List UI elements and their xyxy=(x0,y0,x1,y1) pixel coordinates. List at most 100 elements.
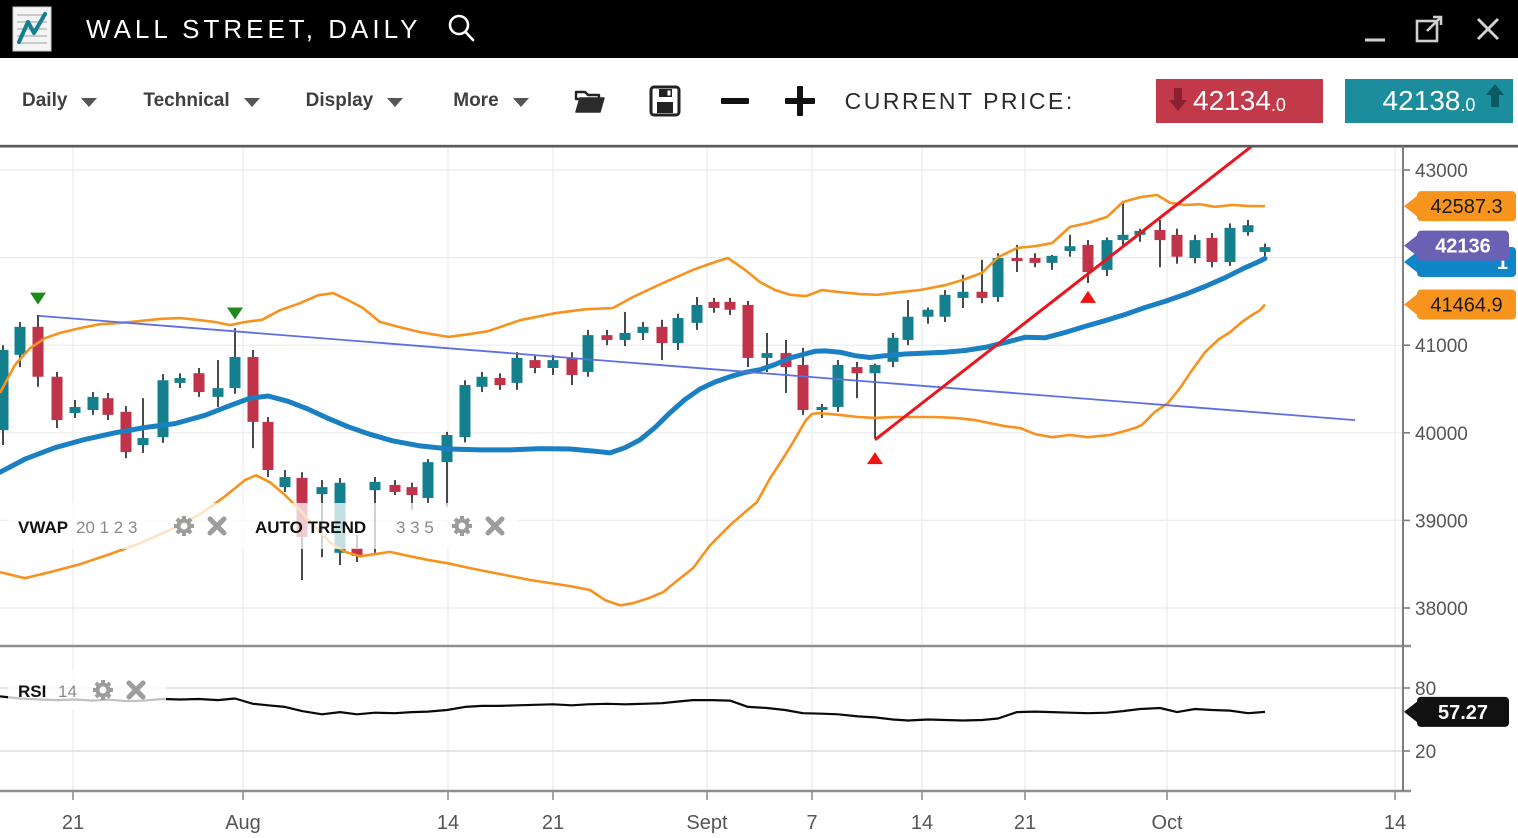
candle xyxy=(406,487,418,495)
rsi-tick-label: 20 xyxy=(1415,742,1436,763)
vwap-label: VWAP xyxy=(18,518,68,537)
svg-text:42136: 42136 xyxy=(1435,236,1491,258)
chevron-down-icon xyxy=(387,98,404,107)
price-tick-label: 43000 xyxy=(1415,161,1468,182)
candle xyxy=(1011,258,1023,262)
chart-area[interactable]: VWAP 20 1 2 3 AUTO TREND 3 3 5 RSI 14 43000 410… xyxy=(0,144,1518,838)
candle xyxy=(247,357,259,422)
zoom-in-button[interactable] xyxy=(784,86,815,116)
timeframe-menu[interactable]: Daily xyxy=(22,90,98,112)
candle xyxy=(939,294,951,317)
chevron-down-icon xyxy=(243,98,260,107)
close-icon[interactable] xyxy=(1472,13,1504,45)
candle xyxy=(672,318,684,344)
minus-icon xyxy=(720,98,749,104)
candle xyxy=(1064,246,1076,252)
search-icon[interactable] xyxy=(445,12,479,46)
rsi-label: RSI xyxy=(18,682,46,701)
candle xyxy=(742,304,754,358)
buy-price-value: 42138 xyxy=(1382,85,1461,116)
price-tick-label: 40000 xyxy=(1415,424,1468,445)
auto-trend-settings-gear-icon[interactable] xyxy=(452,516,472,536)
open-folder-icon xyxy=(574,90,605,113)
price-tick-label: 41000 xyxy=(1415,336,1468,357)
candle xyxy=(212,388,224,397)
candle xyxy=(279,477,291,488)
upper-band-tag: 42587.3 xyxy=(1404,191,1516,222)
price-chart[interactable]: VWAP 20 1 2 3 AUTO TREND 3 3 5 RSI 14 43000 410… xyxy=(0,144,1518,838)
rsi-remove-icon[interactable] xyxy=(126,680,146,700)
rsi-value-tag: 57.27 xyxy=(1404,696,1509,727)
candle xyxy=(656,326,668,344)
minimize-icon[interactable] xyxy=(1362,12,1388,46)
candle xyxy=(422,462,434,499)
technical-menu[interactable]: Technical xyxy=(143,90,260,112)
candle xyxy=(102,398,114,415)
descending-trendline[interactable] xyxy=(38,314,1356,421)
candle xyxy=(1046,255,1058,263)
candle xyxy=(976,291,988,298)
rsi-settings-gear-icon[interactable] xyxy=(93,680,113,700)
ascending-trendline[interactable] xyxy=(874,145,1260,441)
date-tick-label: 21 xyxy=(1014,812,1036,834)
candle xyxy=(992,258,1004,298)
timeframe-menu-label: Daily xyxy=(22,90,68,111)
vwap-remove-icon[interactable] xyxy=(207,516,227,536)
auto-trend-params: 3 3 5 xyxy=(396,518,434,537)
plus-icon xyxy=(784,86,815,116)
arrow-down-icon xyxy=(1169,88,1187,111)
app-logo-icon xyxy=(12,6,52,52)
main-price-pane[interactable] xyxy=(0,145,1356,607)
sell-price-decimal: .0 xyxy=(1270,95,1286,115)
date-tick-label: 21 xyxy=(542,812,564,834)
auto-trend-remove-icon[interactable] xyxy=(485,516,505,536)
rsi-label-overlay: RSI 14 xyxy=(8,670,166,710)
title-bar: WALL STREET, DAILY xyxy=(0,0,1518,58)
candle xyxy=(816,406,828,411)
candle xyxy=(51,376,63,421)
candle xyxy=(529,360,541,368)
candle xyxy=(797,364,809,411)
sell-signal-icon xyxy=(30,292,46,305)
date-tick-label: Aug xyxy=(225,812,261,834)
svg-text:42587.3: 42587.3 xyxy=(1430,196,1502,218)
indicator-labels: VWAP 20 1 2 3 AUTO TREND 3 3 5 xyxy=(8,503,518,549)
rsi-pane[interactable] xyxy=(0,695,1266,722)
price-tick-label: 38000 xyxy=(1415,599,1468,620)
lower-band-line xyxy=(0,303,1266,607)
candle xyxy=(1117,234,1129,241)
rsi-params: 14 xyxy=(58,682,77,701)
candle xyxy=(922,309,934,317)
candle xyxy=(691,304,703,323)
candle xyxy=(369,481,381,491)
display-menu[interactable]: Display xyxy=(306,90,404,112)
candle xyxy=(601,335,613,340)
date-tick-label: 14 xyxy=(911,812,933,834)
vwap-settings-gear-icon[interactable] xyxy=(174,516,194,536)
candle xyxy=(887,337,899,362)
more-menu-label: More xyxy=(453,90,499,111)
zoom-out-button[interactable] xyxy=(720,98,749,104)
open-chart-button[interactable] xyxy=(573,86,607,116)
date-tick-label: 14 xyxy=(437,812,459,834)
rsi-line xyxy=(0,695,1266,722)
candle xyxy=(637,326,649,333)
save-chart-button[interactable] xyxy=(649,85,681,117)
candle xyxy=(193,373,205,393)
sell-price-button[interactable]: 42134 .0 xyxy=(1156,79,1323,123)
popout-icon[interactable] xyxy=(1412,11,1448,47)
price-tick-label: 39000 xyxy=(1415,511,1468,532)
candle xyxy=(761,353,773,358)
vwap-params: 20 1 2 3 xyxy=(76,518,137,537)
candle xyxy=(724,301,736,310)
candle xyxy=(1242,225,1254,233)
more-menu[interactable]: More xyxy=(453,90,529,112)
date-tick-label: 7 xyxy=(806,812,817,834)
candle xyxy=(0,350,9,431)
candle xyxy=(459,385,471,438)
svg-text:57.27: 57.27 xyxy=(1438,702,1488,724)
candle xyxy=(1259,247,1271,252)
candle xyxy=(137,438,149,446)
buy-price-button[interactable]: 42138 .0 xyxy=(1345,79,1513,123)
candle xyxy=(902,316,914,340)
